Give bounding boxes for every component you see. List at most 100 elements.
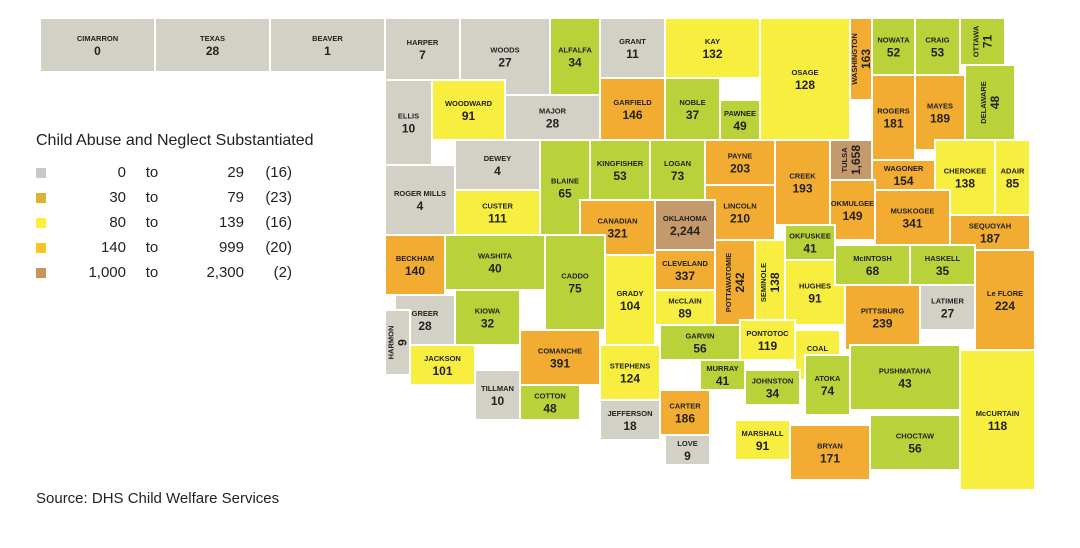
county-name: JEFFERSON xyxy=(607,409,652,418)
county-value: 163 xyxy=(859,49,873,69)
county-shape xyxy=(739,319,796,361)
county-value: 187 xyxy=(980,232,1000,246)
county-shape xyxy=(649,139,706,201)
county-name: Le FLORE xyxy=(987,289,1023,298)
county-name: MAJOR xyxy=(539,107,567,116)
county-name: COAL xyxy=(807,344,829,353)
county-shape xyxy=(959,17,1006,66)
county-name: PONTOTOC xyxy=(746,329,789,338)
county-shape xyxy=(804,354,851,416)
county-value: 101 xyxy=(432,364,452,378)
county-value: 181 xyxy=(883,117,903,131)
county-value: 210 xyxy=(730,212,750,226)
county-name: COTTON xyxy=(534,392,566,401)
county-value: 4 xyxy=(494,164,501,178)
county-value: 203 xyxy=(730,162,750,176)
county-value: 28 xyxy=(418,319,432,333)
county-name: SEQUOYAH xyxy=(969,222,1011,231)
county-name: GARVIN xyxy=(685,332,714,341)
county-value: 7 xyxy=(419,48,426,62)
legend-item: 80 to 139 (16) xyxy=(36,210,314,235)
county-value: 48 xyxy=(988,96,1002,110)
county-name: McCURTAIN xyxy=(976,409,1020,418)
county-value: 53 xyxy=(613,169,627,183)
county-value: 1 xyxy=(324,44,331,58)
county-shape xyxy=(454,289,521,346)
county-name: CIMARRON xyxy=(77,34,118,43)
county-name: WOODS xyxy=(490,46,519,55)
legend-to-word: to xyxy=(145,239,159,256)
county-value: 9 xyxy=(684,449,691,463)
legend-to: 139 xyxy=(218,214,244,231)
legend-to: 29 xyxy=(227,164,244,181)
county-name: CRAIG xyxy=(925,36,949,45)
county-value: 104 xyxy=(620,299,640,313)
county-name: DEWEY xyxy=(484,154,512,163)
county-name: JACKSON xyxy=(424,354,461,363)
legend-count: (16) xyxy=(265,214,292,231)
county-value: 75 xyxy=(568,282,582,296)
legend-count: (16) xyxy=(265,164,292,181)
county-value: 32 xyxy=(481,317,495,331)
county-value: 56 xyxy=(693,342,707,356)
county-value: 111 xyxy=(488,212,507,226)
county-shape xyxy=(871,17,916,76)
county-value: 89 xyxy=(678,307,692,321)
county-name: ROGER MILLS xyxy=(394,189,446,198)
county-name: JOHNSTON xyxy=(752,377,794,386)
county-value: 91 xyxy=(808,292,822,306)
county-shape xyxy=(599,77,666,141)
legend-to: 999 xyxy=(218,239,244,256)
county-name: BEAVER xyxy=(312,34,343,43)
legend-from: 140 xyxy=(100,239,126,256)
county-value: 118 xyxy=(988,419,1008,433)
county-value: 341 xyxy=(902,217,922,231)
county-shape xyxy=(599,17,666,79)
county-shape xyxy=(704,184,776,241)
county-name: BECKHAM xyxy=(396,254,434,263)
county-shape xyxy=(759,17,851,141)
county-shape xyxy=(909,244,976,286)
county-name: COMANCHE xyxy=(538,347,582,356)
county-value: 0 xyxy=(94,44,101,58)
county-value: 41 xyxy=(716,374,730,388)
county-name: TULSA xyxy=(840,147,849,173)
county-value: 41 xyxy=(803,242,817,256)
county-name: ALFALFA xyxy=(558,46,592,55)
county-value: 224 xyxy=(995,299,1015,313)
county-tulsa: TULSA 1,658 xyxy=(829,139,873,181)
county-value: 53 xyxy=(931,46,945,60)
county-name: McCLAIN xyxy=(668,297,701,306)
legend-title: Child Abuse and Neglect Substantiated xyxy=(36,132,314,149)
county-value: 48 xyxy=(543,402,557,416)
legend-from: 80 xyxy=(109,214,126,231)
county-value: 28 xyxy=(206,44,220,58)
county-shape xyxy=(964,64,1016,141)
county-value: 71 xyxy=(981,35,995,49)
legend-item: 0 to 29 (16) xyxy=(36,160,314,185)
county-name: CREEK xyxy=(789,172,816,181)
county-shape xyxy=(409,344,476,386)
county-name: KIOWA xyxy=(475,307,501,316)
